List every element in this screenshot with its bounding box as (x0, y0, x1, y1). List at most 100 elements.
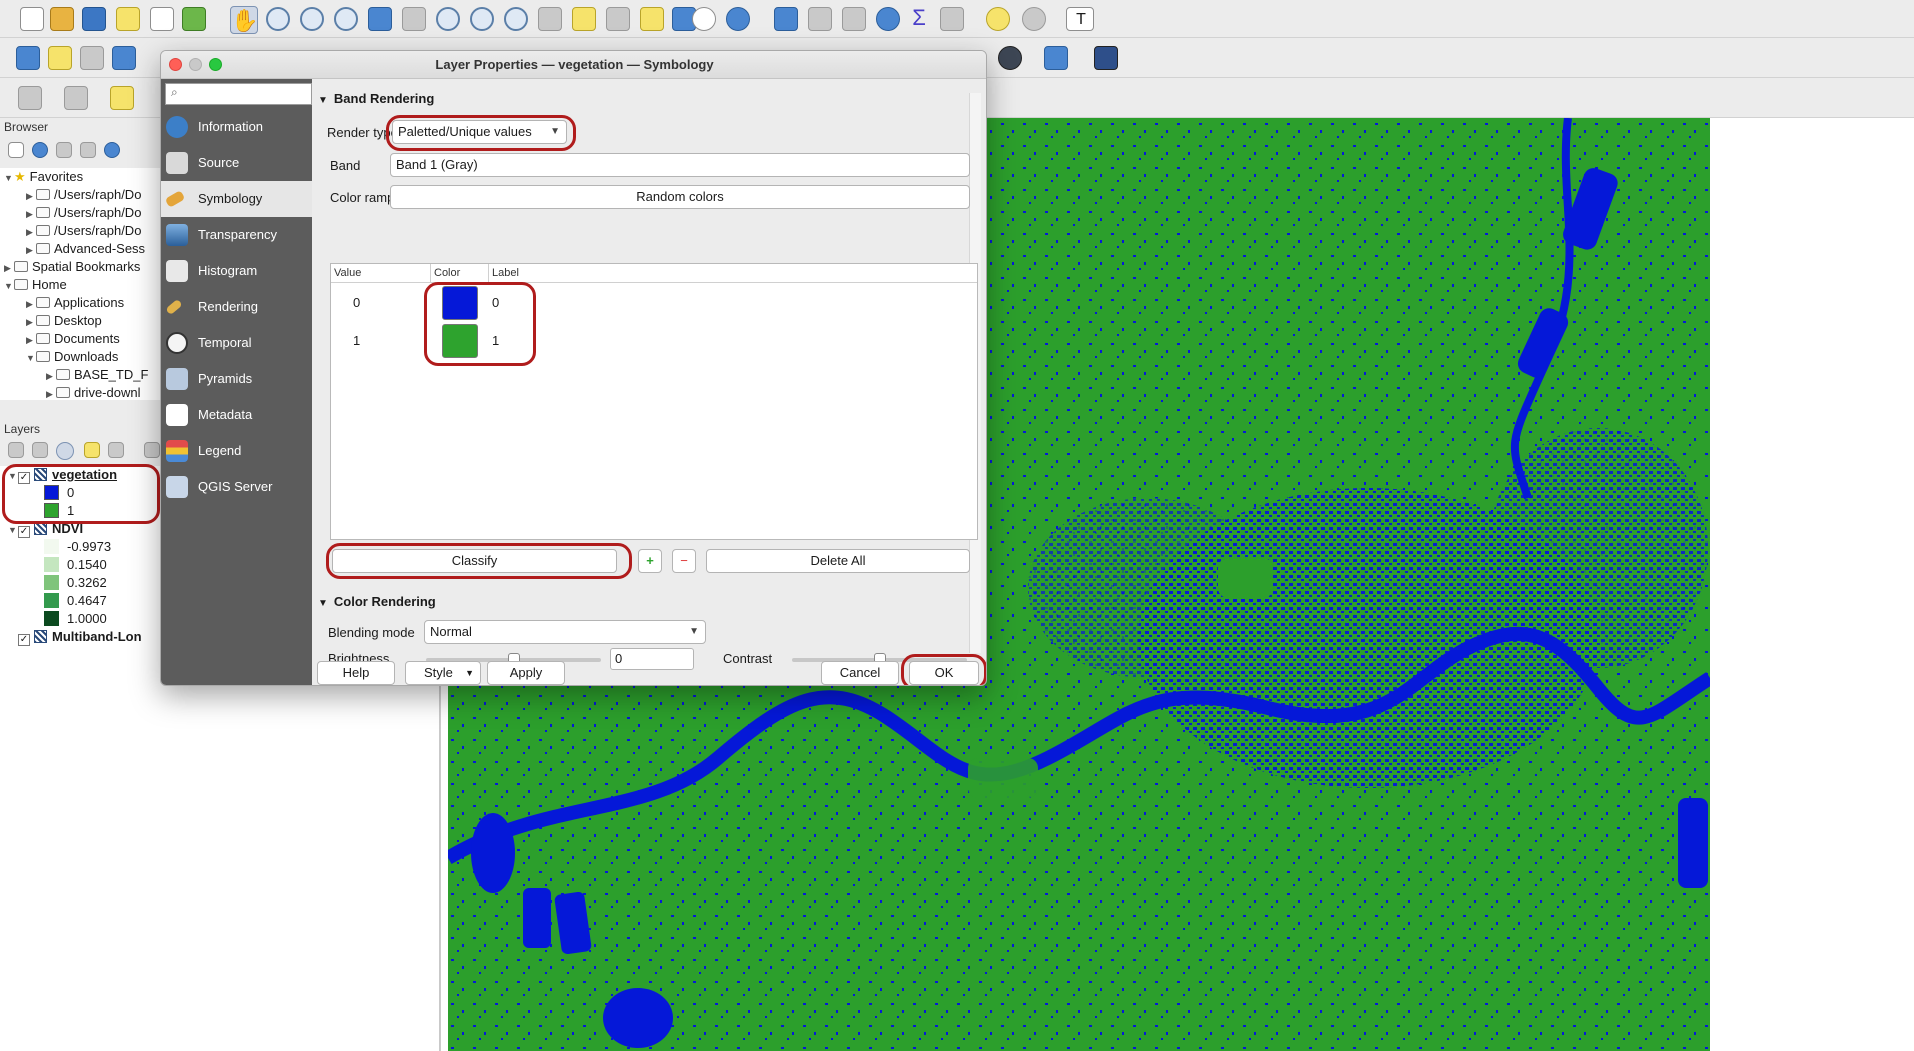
deselect-all-icon[interactable] (110, 86, 134, 110)
zoom-last-icon[interactable] (504, 7, 528, 31)
layer-row-ndvi[interactable]: ▼ ✓ NDVI (8, 521, 84, 538)
remove-value-icon[interactable]: − (672, 549, 696, 573)
attribute-table-icon[interactable] (808, 7, 832, 31)
select-features-icon[interactable] (1022, 7, 1046, 31)
brightness-spinbox[interactable]: 0 (610, 648, 694, 670)
layer-visibility-checkbox[interactable]: ✓ (18, 526, 30, 538)
text-annotation-icon[interactable]: T (1066, 7, 1094, 31)
sidebar-item-transparency[interactable]: Transparency (161, 217, 312, 253)
row-value[interactable]: 1 (353, 333, 361, 348)
blending-mode-select[interactable]: Normal ▼ (424, 620, 706, 644)
render-type-select[interactable]: Paletted/Unique values ▼ (392, 120, 567, 144)
browser-item-folder[interactable]: ▶/Users/raph/Do (26, 187, 142, 202)
pan-to-selection-icon[interactable] (266, 7, 290, 31)
temporal-controller-icon[interactable] (692, 7, 716, 31)
sidebar-item-legend[interactable]: Legend (161, 433, 312, 469)
browser-item-favorites[interactable]: ▼★ Favorites (4, 169, 84, 184)
identify-features-icon[interactable] (774, 7, 798, 31)
select-by-area-icon[interactable] (18, 86, 42, 110)
layer-visibility-checkbox[interactable]: ✓ (18, 472, 30, 484)
color-ramp-button[interactable]: Random colors (390, 185, 970, 209)
sidebar-item-symbology[interactable]: Symbology (161, 181, 312, 217)
add-selected-layers-icon[interactable] (8, 142, 24, 158)
zoom-to-selection-icon[interactable] (402, 7, 426, 31)
expand-all-icon[interactable] (144, 442, 160, 458)
layer-styling-icon[interactable] (8, 442, 24, 458)
new-project-icon[interactable] (20, 7, 44, 31)
sidebar-item-histogram[interactable]: Histogram (161, 253, 312, 289)
statistics-sigma-icon[interactable]: Σ (912, 5, 926, 30)
refresh-browser-icon[interactable] (32, 142, 48, 158)
digitize-icon[interactable] (112, 46, 136, 70)
field-calculator-icon[interactable] (842, 7, 866, 31)
browser-item-folder[interactable]: ▶ Desktop (26, 313, 102, 328)
browser-item-folder[interactable]: ▶ Documents (26, 331, 120, 346)
browser-item-home[interactable]: ▼ Home (4, 277, 67, 292)
new-3d-view-icon[interactable] (606, 7, 630, 31)
new-print-layout-icon[interactable] (116, 7, 140, 31)
filter-browser-icon[interactable] (56, 142, 72, 158)
zoom-out-icon[interactable] (334, 7, 358, 31)
color-swatch-button[interactable] (442, 324, 478, 358)
classify-button[interactable]: Classify (332, 549, 617, 573)
python-console-icon[interactable] (1044, 46, 1068, 70)
cancel-button[interactable]: Cancel (821, 661, 899, 685)
row-label[interactable]: 1 (492, 333, 500, 348)
new-map-view-icon[interactable] (572, 7, 596, 31)
apply-button[interactable]: Apply (487, 661, 565, 685)
color-swatch-button[interactable] (442, 286, 478, 320)
zoom-to-layer-icon[interactable] (436, 7, 460, 31)
new-shapefile-icon[interactable] (80, 46, 104, 70)
band-select[interactable]: Band 1 (Gray) (390, 153, 970, 177)
add-value-icon[interactable]: + (638, 549, 662, 573)
zoom-full-icon[interactable] (368, 7, 392, 31)
column-header-value[interactable]: Value (331, 264, 431, 282)
map-tips-icon[interactable] (986, 7, 1010, 31)
deselect-icon[interactable] (64, 86, 88, 110)
pan-map-icon[interactable]: ✋ (230, 6, 259, 34)
zoom-window-icon[interactable] (209, 58, 222, 71)
browser-item-folder[interactable]: ▶ drive-downl (46, 385, 141, 400)
layer-row-vegetation[interactable]: ▼ ✓ vegetation (8, 467, 118, 484)
column-header-label[interactable]: Label (492, 267, 519, 279)
open-project-icon[interactable] (50, 7, 74, 31)
style-manager-icon[interactable] (182, 7, 206, 31)
help-contents-icon[interactable] (1094, 46, 1118, 70)
band-rendering-header[interactable]: ▼ Band Rendering (318, 91, 435, 106)
collapse-all-icon[interactable] (80, 142, 96, 158)
zoom-next-icon[interactable] (538, 7, 562, 31)
sidebar-search-input[interactable]: ⌕ (165, 83, 312, 105)
row-value[interactable]: 0 (353, 295, 361, 310)
browser-item-folder[interactable]: ▶/Users/raph/Do (26, 205, 142, 220)
color-rendering-header[interactable]: ▼ Color Rendering (318, 594, 436, 609)
delete-all-button[interactable]: Delete All (706, 549, 970, 573)
sidebar-item-qgis-server[interactable]: QGIS Server (161, 469, 312, 505)
browser-item-folder[interactable]: ▶ Advanced-Sess (26, 241, 146, 256)
browser-item-spatial-bookmarks[interactable]: ▶ Spatial Bookmarks (4, 259, 141, 274)
style-button[interactable]: Style ▼ (405, 661, 481, 685)
column-header-color[interactable]: Color (431, 264, 489, 282)
sidebar-item-metadata[interactable]: Metadata (161, 397, 312, 433)
data-source-manager-icon[interactable] (16, 46, 40, 70)
layer-row-multiband[interactable]: ✓ Multiband-Lon (18, 629, 142, 646)
browser-item-folder[interactable]: ▶ BASE_TD_F (46, 367, 149, 382)
browser-info-icon[interactable] (104, 142, 120, 158)
minimize-window-icon[interactable] (189, 58, 202, 71)
globe-icon[interactable] (998, 46, 1022, 70)
browser-item-folder[interactable]: ▶ Applications (26, 295, 125, 310)
zoom-in-icon[interactable] (300, 7, 324, 31)
save-project-icon[interactable] (82, 7, 106, 31)
new-bookmark-icon[interactable] (640, 7, 664, 31)
layout-manager-icon[interactable] (150, 7, 174, 31)
sidebar-item-information[interactable]: Information (161, 109, 312, 145)
refresh-icon[interactable] (726, 7, 750, 31)
processing-toolbox-icon[interactable] (876, 7, 900, 31)
browser-item-folder[interactable]: ▶/Users/raph/Do (26, 223, 142, 238)
sidebar-item-source[interactable]: Source (161, 145, 312, 181)
ok-button[interactable]: OK (909, 661, 979, 685)
help-button[interactable]: Help (317, 661, 395, 685)
manage-visibility-icon[interactable] (56, 442, 74, 460)
sidebar-item-pyramids[interactable]: Pyramids (161, 361, 312, 397)
add-group-icon[interactable] (32, 442, 48, 458)
expression-filter-icon[interactable] (108, 442, 124, 458)
